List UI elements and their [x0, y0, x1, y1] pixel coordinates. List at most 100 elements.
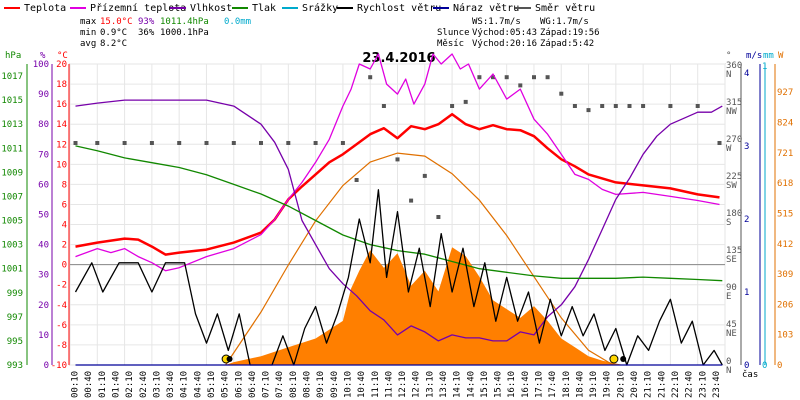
dir-tick-label: NW [726, 107, 737, 117]
ms-tick-label: 0 [744, 361, 749, 371]
x-tick-label: 21:10 [644, 371, 654, 398]
solar-radiation-area [225, 247, 625, 365]
c-tick-label: 2 [62, 241, 67, 251]
dir-tick-label: SW [726, 181, 737, 191]
pct-tick-label: 50 [38, 211, 49, 221]
x-tick-label: 14:10 [453, 371, 463, 398]
c-tick-label: 4 [62, 221, 67, 231]
x-tick-label: 10:10 [343, 371, 353, 398]
c-tick-label: -2 [56, 281, 67, 291]
wind-direction-point [436, 215, 441, 219]
wind-direction-point [613, 104, 618, 108]
c-tick-label: 14 [56, 120, 67, 130]
w-tick-label: 309 [777, 270, 793, 280]
unit-deg: ° [726, 51, 731, 61]
x-tick-label: 12:40 [412, 371, 422, 398]
hpa-tick-label: 1011 [1, 144, 23, 154]
hpa-tick-label: 1009 [1, 168, 23, 178]
c-tick-label: 18 [56, 80, 67, 90]
series-layer [73, 53, 723, 366]
x-tick-label: 09:10 [316, 371, 326, 398]
x-tick-label: 06:40 [248, 371, 258, 398]
w-tick-label: 206 [777, 300, 793, 310]
wind-direction-point [177, 141, 182, 145]
wind-direction-point [354, 178, 359, 182]
hpa-tick-label: 997 [7, 313, 23, 323]
wind-direction-point [73, 141, 78, 145]
wind-direction-point [231, 141, 236, 145]
deg-tick-label: 45 [726, 320, 737, 330]
moonset-marker [226, 356, 233, 362]
pct-tick-label: 10 [38, 331, 49, 341]
sunset-marker [609, 354, 619, 364]
hpa-tick-label: 999 [7, 289, 23, 299]
c-tick-label: 6 [62, 200, 67, 210]
dir-tick-label: N [726, 70, 731, 80]
info-slunce-vychod: Východ:05:43 [472, 28, 537, 38]
deg-tick-label: 315 [726, 98, 742, 108]
stats-max-label: max [80, 17, 97, 27]
info-wg: WG:1.7m/s [540, 17, 589, 27]
x-tick-label: 05:40 [221, 371, 231, 398]
wind-direction-point [627, 104, 632, 108]
x-tick-label: 20:40 [630, 371, 640, 398]
wind-direction-point [532, 75, 536, 80]
ms-tick-label: 1 [744, 288, 749, 298]
wind-direction-point [491, 75, 495, 80]
wind-direction-point [313, 141, 318, 145]
legend-item: Přízemní teplota [90, 2, 186, 14]
x-tick-label: 23:40 [712, 371, 722, 398]
x-axis: 00:10 00:40 01:10 01:40 02:10 02:40 03:10 03:40… [71, 371, 722, 398]
c-tick-label: -10 [51, 361, 67, 371]
x-tick-label: 12:10 [398, 371, 408, 398]
w-tick-label: 103 [777, 331, 793, 341]
c-tick-label: 8 [62, 180, 67, 190]
legend: Teplota Přízemní teplota Vlhkost Tlak Srážky… [4, 2, 595, 14]
hpa-tick-label: 1007 [1, 192, 23, 202]
c-tick-label: 20 [56, 60, 67, 70]
x-tick-label: 14:40 [466, 371, 476, 398]
hpa-tick-label: 1013 [1, 120, 23, 130]
x-tick-label: 08:10 [289, 371, 299, 398]
x-tick-label: 15:40 [494, 371, 504, 398]
x-tick-label: 13:40 [439, 371, 449, 398]
info-mesic-zapad: Západ:5:42 [540, 39, 594, 49]
deg-tick-label: 90 [726, 283, 737, 293]
x-tick-label: 03:40 [166, 371, 176, 398]
series-line [75, 112, 720, 256]
x-tick-label: 04:40 [193, 371, 203, 398]
stats-max-temp: 15.0°C [100, 17, 133, 27]
wind-direction-point [95, 141, 100, 145]
dir-tick-label: SE [726, 255, 737, 265]
wind-direction-point [717, 141, 722, 145]
x-tick-label: 00:10 [71, 371, 81, 398]
c-tick-label: 16 [56, 100, 67, 110]
x-tick-label: 01:40 [111, 371, 121, 398]
info-mesic-label: Měsíc [437, 39, 464, 49]
x-tick-label: 17:10 [535, 371, 545, 398]
dir-tick-label: S [726, 218, 731, 228]
c-tick-label: 10 [56, 160, 67, 170]
legend-item: Směr větru [535, 2, 595, 14]
legend-item: Tlak [252, 3, 276, 14]
legend-item: Vlhkost [190, 3, 232, 14]
hpa-tick-label: 1015 [1, 96, 23, 106]
w-tick-label: 0 [777, 361, 782, 371]
stats-avg-label: avg [80, 39, 96, 49]
wind-direction-point [477, 75, 482, 80]
hpa-tick-label: 1003 [1, 241, 23, 251]
w-tick-label: 721 [777, 149, 793, 159]
x-tick-label: 00:40 [84, 371, 94, 398]
x-tick-label: 15:10 [480, 371, 490, 398]
pct-tick-label: 90 [38, 90, 49, 100]
x-tick-label: 03:10 [152, 371, 162, 398]
x-tick-label: 16:10 [507, 371, 517, 398]
info-mesic-vychod: Východ:20:16 [472, 39, 537, 49]
x-tick-label: 16:40 [521, 371, 531, 398]
wind-direction-point [368, 75, 373, 80]
wind-direction-point [572, 104, 577, 108]
ms-tick-label: 4 [744, 69, 749, 79]
x-tick-label: 07:40 [275, 371, 285, 398]
wind-direction-point [122, 141, 127, 145]
x-tick-label: 13:10 [425, 371, 435, 398]
